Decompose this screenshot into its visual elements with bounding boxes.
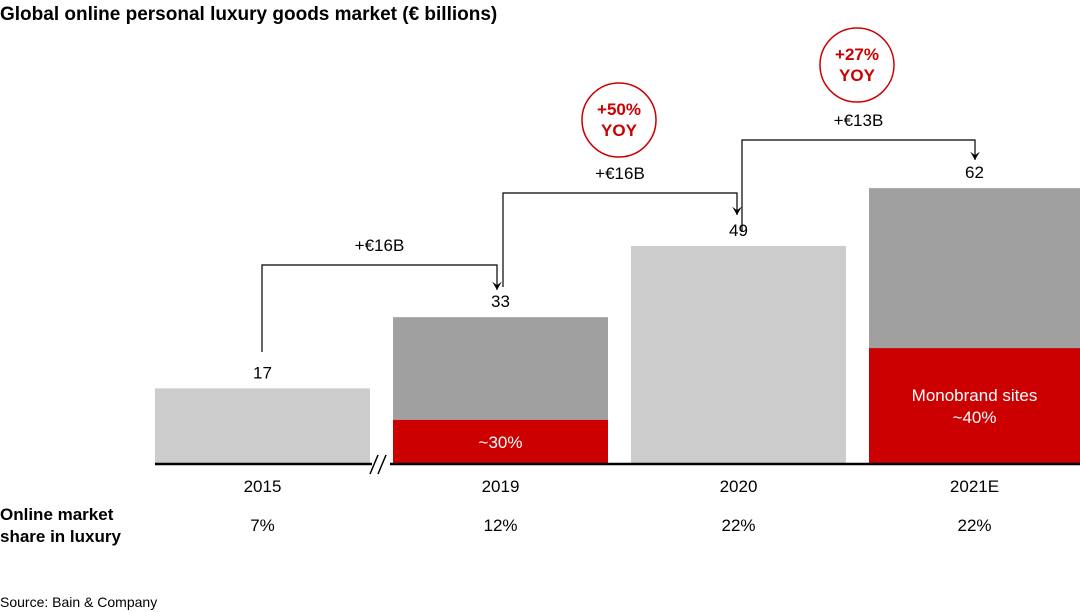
row-label-online-share: Online market share in luxury	[0, 505, 121, 546]
segment-label: ~30%	[479, 433, 523, 452]
yoy-label: +50% YOY	[597, 100, 641, 140]
change-label: +€16B	[355, 236, 405, 255]
online-share-value: 22%	[957, 516, 991, 535]
bar-2020	[631, 245, 846, 464]
category-label: 2019	[482, 477, 520, 496]
yoy-circle	[581, 82, 657, 158]
change-label: +€13B	[834, 111, 884, 130]
value-label: 49	[729, 221, 748, 240]
bar-segment-monobrand-2019	[393, 419, 608, 464]
chart-title: Global online personal luxury goods mark…	[0, 4, 497, 25]
change-arrow	[741, 139, 980, 232]
bar-2015	[155, 388, 370, 464]
category-label: 2020	[720, 477, 758, 496]
value-label: 17	[253, 363, 272, 382]
yoy-label: +27% YOY	[835, 45, 879, 85]
category-label: 2021E	[950, 477, 999, 496]
online-share-value: 22%	[721, 516, 755, 535]
online-share-value: 7%	[250, 516, 275, 535]
bar-segment-monobrand-2021E	[869, 348, 1080, 464]
axis-break-mark	[369, 454, 379, 475]
source-note: Source: Bain & Company	[0, 594, 157, 610]
axis-break-mark	[377, 454, 387, 475]
change-arrow	[261, 264, 502, 352]
value-label: 62	[965, 163, 984, 182]
change-arrow	[502, 192, 742, 287]
value-label: 33	[491, 292, 510, 311]
change-label: +€16B	[595, 164, 645, 183]
online-share-value: 12%	[483, 516, 517, 535]
yoy-circle	[819, 27, 895, 103]
category-label: 2015	[244, 477, 282, 496]
segment-label: Monobrand sites ~40%	[912, 386, 1038, 427]
